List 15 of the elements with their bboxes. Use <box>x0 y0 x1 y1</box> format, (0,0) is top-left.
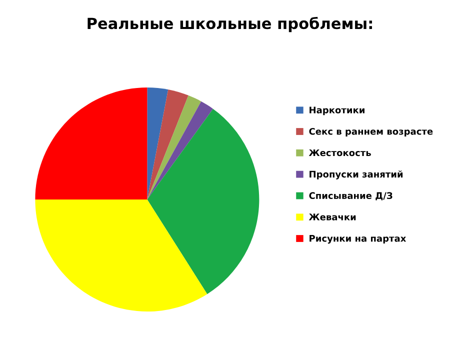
pie-slice <box>147 108 260 294</box>
pie-slice <box>147 101 214 200</box>
pie-slice <box>147 89 188 200</box>
legend-label: Жевачки <box>308 214 356 220</box>
legend-label: Рисунки на партах <box>310 235 406 244</box>
pie-slice <box>147 95 202 200</box>
legend-label: Наркотики <box>310 106 364 116</box>
legend-label: Жестокость <box>308 149 371 156</box>
chart-title: Реальные школьные проблемы: <box>88 16 372 32</box>
pie-slice <box>35 200 208 312</box>
pie-slice <box>147 88 168 200</box>
legend-label: Списывание Д/З <box>309 192 392 200</box>
legend-label: Секс в раннем возрасте <box>309 128 433 137</box>
pie-slice <box>35 88 148 200</box>
legend-label: Пропуски занятий <box>310 170 403 180</box>
